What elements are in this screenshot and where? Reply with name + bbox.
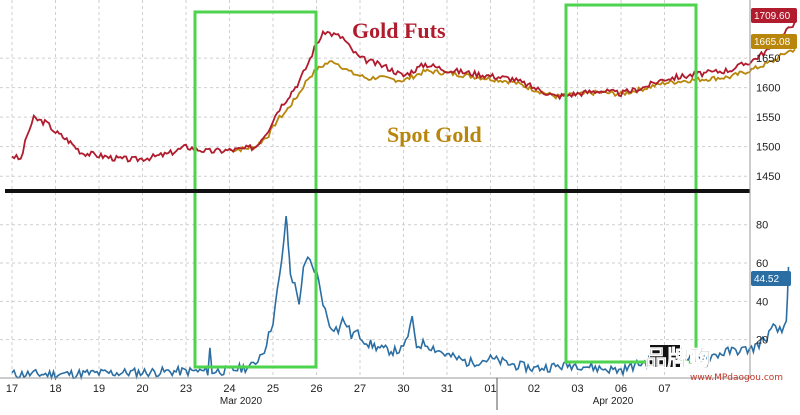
panel-separator	[5, 189, 750, 193]
month-label-mar: Mar 2020	[220, 396, 263, 407]
series-spot-gold	[229, 48, 796, 153]
watermark: 品牌购 www.MPdaogou.com	[645, 345, 783, 383]
tag-gold-futs: 1709.60	[751, 8, 797, 23]
grid-lines	[0, 0, 750, 378]
x-tick-06: 06	[615, 383, 627, 395]
x-tick-31: 31	[441, 383, 453, 395]
gold-futs-annotation: Gold Futs	[352, 18, 446, 43]
tag-spot-gold: 1665.08	[751, 34, 797, 49]
x-tick-24: 24	[223, 383, 235, 395]
top-y-tick-2: 1550	[756, 112, 780, 124]
x-tick-17: 17	[6, 383, 18, 395]
x-tick-20: 20	[136, 383, 148, 395]
watermark-url: www.MPdaogou.com	[690, 373, 783, 383]
top-y-tick-4: 1650	[756, 53, 780, 65]
tag-gold-futs-value: 1709.60	[754, 11, 791, 22]
bottom-y-ticks: 20 40 60 80	[756, 220, 768, 347]
x-tick-26: 26	[310, 383, 322, 395]
bottom-y-tick-2: 60	[756, 258, 768, 270]
x-tick-23: 23	[180, 383, 192, 395]
watermark-logo-box	[650, 345, 680, 367]
top-y-tick-0: 1450	[756, 171, 780, 183]
bottom-y-tick-3: 80	[756, 220, 768, 232]
top-y-tick-3: 1600	[756, 83, 780, 95]
price-lines	[11, 21, 796, 163]
bottom-y-tick-0: 20	[756, 335, 768, 347]
top-y-ticks: 1450 1500 1550 1600 1650	[756, 53, 780, 183]
tag-volume: 44.52	[751, 271, 791, 286]
x-tick-19: 19	[93, 383, 105, 395]
tag-spot-gold-value: 1665.08	[754, 37, 791, 48]
x-tick-01: 01	[484, 383, 496, 395]
watermark-logo-text: 品牌购	[645, 346, 711, 372]
x-tick-02: 02	[528, 383, 540, 395]
spot-gold-annotation: Spot Gold	[387, 122, 482, 147]
x-tick-03: 03	[571, 383, 583, 395]
x-tick-25: 25	[267, 383, 279, 395]
tag-volume-value: 44.52	[754, 274, 779, 285]
top-y-tick-1: 1500	[756, 142, 780, 154]
highlight-box-april	[564, 3, 698, 364]
series-gold-futs	[11, 21, 796, 163]
x-axis-day-labels: 17 18 19 20 23 24 25 26 27 30 31 01 02 03 06 07	[6, 383, 671, 395]
x-tick-18: 18	[49, 383, 61, 395]
x-tick-30: 30	[397, 383, 409, 395]
bottom-y-tick-1: 40	[756, 296, 768, 308]
x-tick-27: 27	[354, 383, 366, 395]
x-tick-07: 07	[658, 383, 670, 395]
month-label-apr: Apr 2020	[593, 396, 634, 407]
